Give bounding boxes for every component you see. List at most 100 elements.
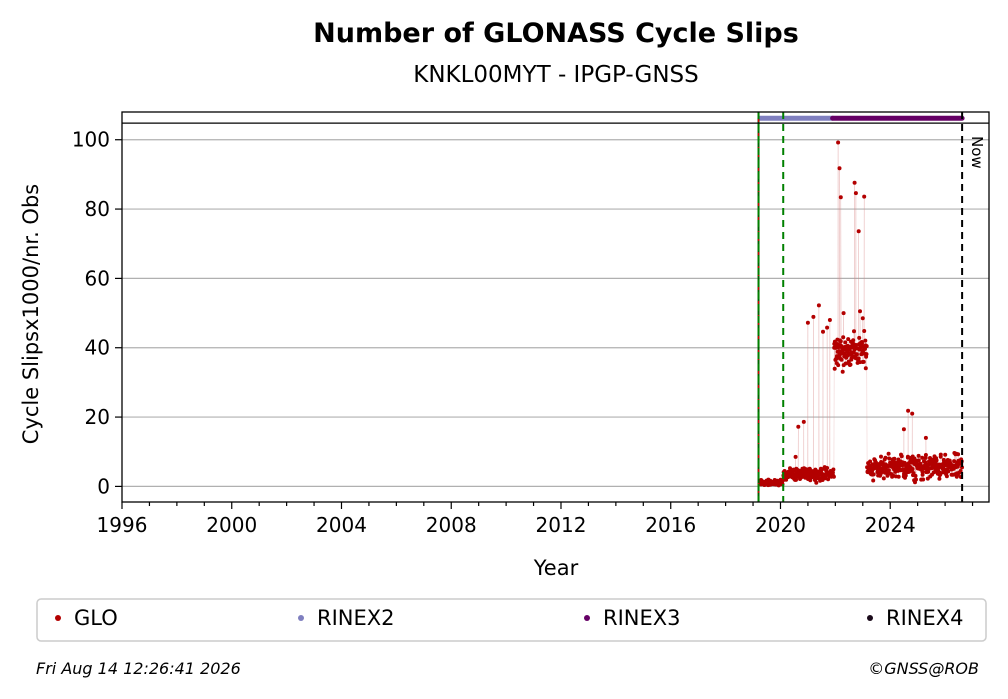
legend-label-glo: GLO: [74, 606, 118, 630]
glo-point: [901, 427, 906, 432]
x-axis-ticks: 1996 2000 2004 2008 2012 2016 2020 2024: [97, 502, 974, 537]
glo-point: [920, 469, 925, 474]
plot-area-frame: [121, 111, 990, 503]
glo-point: [906, 408, 911, 413]
glo-point: [920, 455, 925, 460]
glo-point: [825, 466, 830, 470]
glo-point: [841, 335, 846, 340]
glo-point: [943, 452, 948, 457]
glo-point: [887, 456, 892, 461]
legend-label-rinex3: RINEX3: [603, 606, 681, 630]
glo-point: [836, 140, 841, 145]
glo-point: [837, 166, 842, 171]
glo-point: [863, 338, 868, 343]
glo-point: [848, 362, 853, 367]
glo-point: [840, 369, 845, 374]
glo-point: [899, 454, 904, 459]
glo-point: [852, 180, 857, 185]
x-tick-label-2016: 2016: [645, 513, 696, 537]
glo-point: [937, 476, 942, 481]
y-tick-label-0: 0: [97, 474, 110, 498]
x-tick-label-2012: 2012: [536, 513, 587, 537]
x-tick-label-2008: 2008: [426, 513, 477, 537]
glo-point: [856, 356, 861, 361]
glo-point: [916, 458, 921, 463]
y-axis-label: Cycle Slipsx1000/nr. Obs: [19, 184, 43, 444]
glo-point: [861, 359, 866, 364]
x-tick-label-2024: 2024: [865, 513, 916, 537]
glo-point: [952, 459, 957, 464]
glo-point: [853, 191, 858, 196]
y-tick-label-20: 20: [85, 405, 110, 429]
glo-point: [843, 361, 848, 366]
glo-point: [860, 316, 865, 321]
glo-point: [826, 477, 831, 482]
glo-point: [836, 363, 841, 368]
chart-subtitle: KNKL00MYT - IPGP-GNSS: [413, 62, 699, 88]
glo-point: [934, 458, 939, 463]
glo-point: [862, 329, 867, 333]
x-tick-label-2004: 2004: [316, 513, 367, 537]
glo-point: [851, 338, 856, 343]
glo-point: [938, 452, 943, 457]
gridlines: [122, 139, 989, 487]
glo-point: [864, 352, 869, 357]
glo-point: [923, 455, 928, 460]
glo-point: [857, 335, 862, 340]
glo-line: [759, 142, 963, 486]
glo-point: [827, 318, 832, 322]
vertical-reference-lines: [757, 112, 964, 502]
glo-point: [938, 472, 943, 477]
glo-point: [864, 344, 869, 349]
glo-point: [793, 454, 798, 459]
glo-point: [920, 472, 925, 477]
glo-point: [830, 470, 835, 475]
glo-point: [846, 337, 851, 342]
glo-point: [852, 329, 856, 334]
legend-marker-glo: [55, 615, 61, 621]
legend: GLO RINEX2 RINEX3 RINEX4: [55, 606, 964, 630]
glo-point: [906, 455, 911, 460]
glo-point: [858, 309, 862, 314]
glo-point: [841, 311, 846, 316]
glo-point: [816, 303, 821, 308]
x-tick-label-2020: 2020: [755, 513, 806, 537]
glo-point: [801, 419, 806, 424]
glo-point: [796, 424, 801, 429]
y-tick-label-40: 40: [85, 336, 110, 360]
glo-point: [923, 453, 928, 457]
legend-marker-rinex3: [584, 615, 590, 621]
glo-point: [916, 453, 921, 458]
now-label: Now: [968, 136, 986, 169]
chart-title: Number of GLONASS Cycle Slips: [313, 18, 799, 49]
legend-marker-rinex4: [867, 615, 873, 621]
glo-point: [811, 314, 816, 319]
y-axis-ticks: 0 20 40 60 80 100: [72, 128, 122, 498]
glo-point: [863, 366, 868, 371]
glo-point: [871, 478, 876, 483]
glo-point: [896, 474, 901, 479]
glo-point: [946, 469, 951, 474]
glo-point: [838, 195, 843, 200]
y-tick-label-80: 80: [85, 197, 110, 221]
glo-point: [944, 474, 949, 479]
glo-point: [839, 357, 844, 362]
y-tick-label-100: 100: [72, 128, 110, 152]
glo-point: [868, 459, 873, 464]
glo-point: [794, 477, 798, 482]
glo-point: [862, 194, 867, 199]
x-axis-label: Year: [533, 556, 579, 580]
glo-point: [832, 366, 837, 371]
glo-point: [854, 352, 859, 357]
glo-point: [871, 472, 876, 477]
glo-point: [913, 473, 918, 478]
glo-point: [856, 229, 861, 234]
glo-point: [881, 476, 886, 481]
glo-point: [843, 340, 848, 345]
glo-point: [926, 469, 931, 474]
glo-point: [921, 477, 926, 482]
glo-point: [911, 471, 916, 476]
glo-point: [854, 343, 858, 347]
glo-point: [886, 451, 891, 456]
